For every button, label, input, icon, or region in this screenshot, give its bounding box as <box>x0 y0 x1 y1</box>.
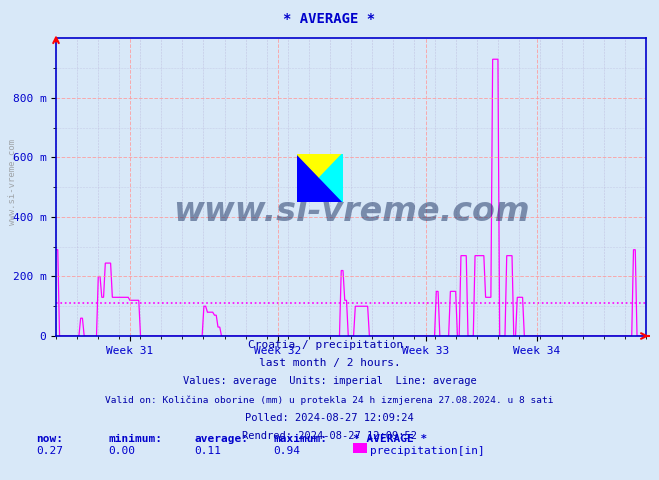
Text: 0.11: 0.11 <box>194 445 221 456</box>
Text: now:: now: <box>36 433 63 444</box>
Text: * AVERAGE *: * AVERAGE * <box>353 433 427 444</box>
Text: Valid on: Količina oborine (mm) u protekla 24 h izmjerena 27.08.2024. u 8 sati: Valid on: Količina oborine (mm) u protek… <box>105 395 554 405</box>
Text: 0.94: 0.94 <box>273 445 301 456</box>
Text: www.si-vreme.com: www.si-vreme.com <box>8 139 17 226</box>
Polygon shape <box>297 154 343 202</box>
Text: precipitation[in]: precipitation[in] <box>370 445 485 456</box>
Text: Polled: 2024-08-27 12:09:24: Polled: 2024-08-27 12:09:24 <box>245 413 414 423</box>
Text: 0.27: 0.27 <box>36 445 63 456</box>
Polygon shape <box>297 154 343 178</box>
Text: minimum:: minimum: <box>109 433 163 444</box>
Text: maximum:: maximum: <box>273 433 328 444</box>
Text: 0.00: 0.00 <box>109 445 136 456</box>
Text: www.si-vreme.com: www.si-vreme.com <box>173 194 529 228</box>
Text: Croatia / precipitation.: Croatia / precipitation. <box>248 340 411 350</box>
Polygon shape <box>320 154 343 202</box>
Text: * AVERAGE *: * AVERAGE * <box>283 12 376 26</box>
Text: average:: average: <box>194 433 248 444</box>
Text: last month / 2 hours.: last month / 2 hours. <box>258 358 401 368</box>
Text: Rendred: 2024-08-27 12:09:52: Rendred: 2024-08-27 12:09:52 <box>242 431 417 441</box>
Text: Values: average  Units: imperial  Line: average: Values: average Units: imperial Line: av… <box>183 376 476 386</box>
